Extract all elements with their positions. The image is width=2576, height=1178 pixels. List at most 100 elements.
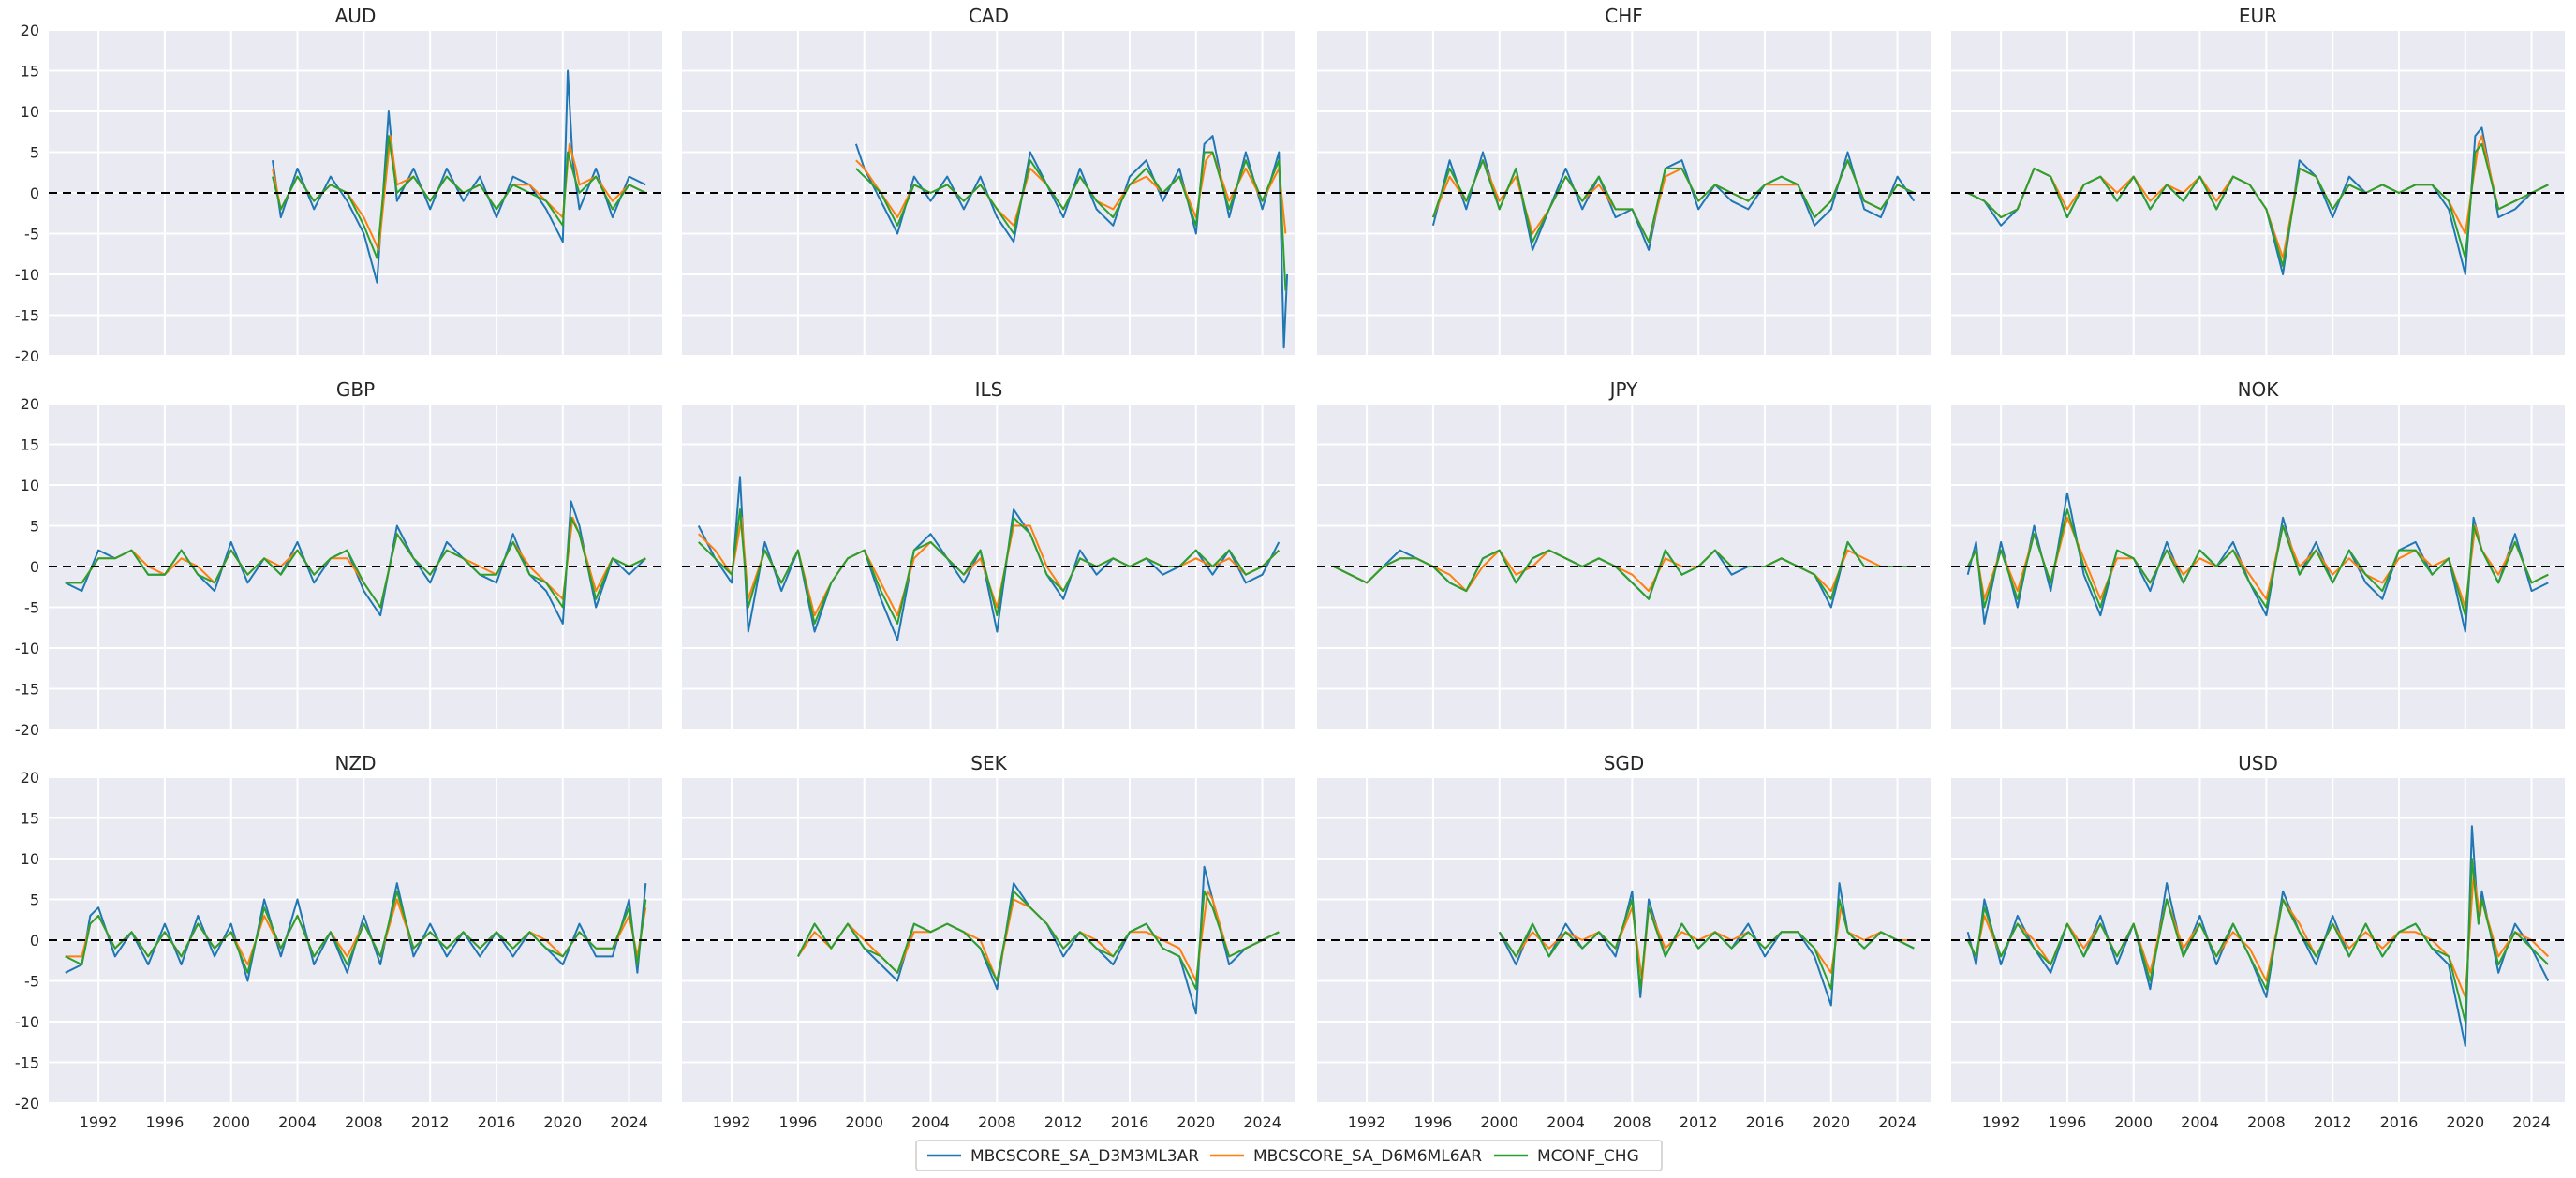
y-tick-label: -10: [15, 640, 39, 657]
y-tick-label: 5: [30, 891, 39, 909]
panel-nok: NOK: [1951, 378, 2565, 730]
series-line-mconf_chg: [855, 151, 1287, 291]
x-tick-label: 2020: [1812, 1113, 1850, 1131]
legend-label: MBCSCORE_SA_D6M6ML6AR: [1253, 1147, 1482, 1166]
panel-title: JPY: [1608, 378, 1639, 401]
panel-title: CHF: [1605, 5, 1643, 27]
y-tick-label: -5: [24, 226, 39, 243]
series-line-mbcscore_sa_d3m3ml3ar: [272, 69, 646, 284]
x-tick-label: 1992: [80, 1113, 118, 1131]
series-line-mconf_chg: [1967, 142, 2549, 268]
legend-label: MCONF_CHG: [1537, 1147, 1639, 1166]
panel-grid: AUD -20 -15 -10 -5 0 5 10 15 20 CAD CHF EUR GBP -20 -15…: [15, 5, 2565, 1131]
y-tick-label: 10: [21, 103, 39, 121]
y-tick-label: 5: [30, 144, 39, 162]
series-group: [1967, 126, 2549, 275]
x-tick-label: 2016: [2380, 1113, 2419, 1131]
y-tick-label: -10: [15, 266, 39, 284]
legend-item: MBCSCORE_SA_D3M3ML3AR: [927, 1147, 1199, 1166]
x-tick-label: 2024: [2512, 1113, 2551, 1131]
x-tick-label: 2016: [1746, 1113, 1784, 1131]
y-tick-label: -5: [24, 599, 39, 617]
y-tick-label: 15: [21, 436, 39, 454]
x-tick-label: 2012: [1044, 1113, 1083, 1131]
x-tick-label: 2016: [478, 1113, 516, 1131]
x-tick-label: 2000: [1480, 1113, 1518, 1131]
x-tick-label: 2004: [278, 1113, 317, 1131]
y-tick-label: -20: [15, 721, 39, 739]
panel-title: NOK: [2238, 378, 2280, 401]
x-tick-label: 2000: [2114, 1113, 2153, 1131]
y-tick-label: 10: [21, 477, 39, 494]
x-tick-label: 2008: [2247, 1113, 2286, 1131]
y-tick-label: 10: [21, 850, 39, 868]
x-tick-label: 2024: [1243, 1113, 1281, 1131]
y-tick-label: 20: [21, 769, 39, 787]
series-line-mconf_chg: [1333, 540, 1915, 600]
series-group: [1966, 492, 2549, 633]
series-line-mconf_chg: [65, 516, 646, 609]
y-tick-label: 20: [21, 395, 39, 413]
series-line-mconf_chg: [1966, 858, 2550, 1023]
panel-nzd: NZD -20 -15 -10 -5 0 5 10 15 20 1992 1996 2000 2004 20…: [15, 752, 662, 1131]
series-group: [1333, 540, 1915, 609]
x-tick-label: 2004: [911, 1113, 950, 1131]
x-tick-label: 1992: [1982, 1113, 2021, 1131]
series-group: [65, 882, 647, 982]
y-tick-label: 0: [30, 932, 39, 950]
x-tick-label: 2024: [1878, 1113, 1917, 1131]
y-tick-label: 0: [30, 184, 39, 202]
legend-item: MCONF_CHG: [1494, 1147, 1639, 1166]
panel-title: SEK: [970, 752, 1007, 774]
panel-aud: AUD -20 -15 -10 -5 0 5 10 15 20: [15, 5, 662, 365]
series-group: [854, 135, 1289, 349]
x-tick-label: 2016: [1111, 1113, 1149, 1131]
series-group: [797, 865, 1280, 1015]
x-tick-label: 2020: [543, 1113, 582, 1131]
x-tick-label: 2004: [2181, 1113, 2219, 1131]
x-tick-label: 2012: [1680, 1113, 1718, 1131]
x-tick-label: 2004: [1547, 1113, 1585, 1131]
panel-eur: EUR: [1951, 5, 2565, 357]
x-tick-label: 2000: [212, 1113, 250, 1131]
y-tick-label: 15: [21, 63, 39, 81]
series-line-mconf_chg: [1431, 159, 1915, 243]
panel-title: GBP: [336, 378, 375, 401]
panel-cad: CAD: [682, 5, 1295, 357]
panel-gbp: GBP -20 -15 -10 -5 0 5 10 15 20: [15, 378, 662, 739]
legend: MBCSCORE_SA_D3M3ML3AR MBCSCORE_SA_D6M6ML6…: [915, 1140, 1663, 1171]
y-tick-label: -20: [15, 1095, 39, 1112]
x-tick-label: 1996: [2049, 1113, 2087, 1131]
series-group: [1431, 151, 1916, 251]
panel-title: AUD: [335, 5, 377, 27]
panel-ils: ILS: [682, 378, 1295, 730]
x-tick-label: 2012: [411, 1113, 450, 1131]
x-tick-label: 2000: [845, 1113, 883, 1131]
series-line-mconf_chg: [65, 890, 647, 974]
x-tick-label: 1992: [713, 1113, 751, 1131]
panel-title: SGD: [1604, 752, 1645, 774]
panel-title: EUR: [2239, 5, 2277, 27]
x-tick-label: 2008: [345, 1113, 383, 1131]
x-tick-label: 2020: [2446, 1113, 2484, 1131]
series-line-mconf_chg: [1966, 508, 2549, 617]
y-tick-label: -5: [24, 973, 39, 991]
panel-title: NZD: [334, 752, 376, 774]
y-tick-label: -15: [15, 681, 39, 699]
y-tick-label: -15: [15, 1054, 39, 1072]
panel-chf: CHF: [1317, 5, 1931, 357]
series-group: [1966, 825, 2550, 1048]
panel-usd: USD 1992 1996 2000 2004 2008 2012 2016 2020 2024: [1951, 752, 2565, 1131]
y-tick-label: 0: [30, 558, 39, 576]
x-tick-label: 1996: [779, 1113, 818, 1131]
x-tick-label: 2024: [610, 1113, 648, 1131]
x-tick-label: 1996: [1414, 1113, 1453, 1131]
y-tick-label: -15: [15, 307, 39, 325]
panel-title: USD: [2238, 752, 2278, 774]
y-tick-label: 20: [21, 22, 39, 39]
y-tick-label: -10: [15, 1013, 39, 1031]
x-tick-label: 2020: [1177, 1113, 1215, 1131]
panel-title: ILS: [975, 378, 1003, 401]
x-tick-label: 1996: [146, 1113, 185, 1131]
